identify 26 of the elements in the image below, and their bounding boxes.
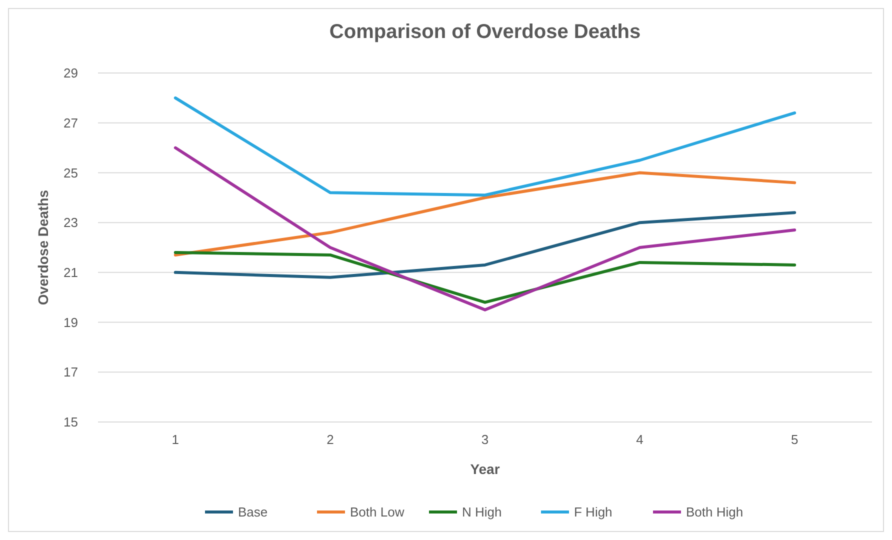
x-tick-label: 2 xyxy=(326,432,334,447)
line-series xyxy=(174,250,796,304)
y-tick-label: 21 xyxy=(64,264,78,280)
legend-label: Both Low xyxy=(350,504,405,520)
x-axis-title: Year xyxy=(470,461,500,477)
line-series xyxy=(174,146,796,312)
x-tick-label: 5 xyxy=(790,432,798,447)
x-tick-label: 4 xyxy=(636,432,644,447)
y-tick-label: 15 xyxy=(64,414,78,430)
y-tick-label: 19 xyxy=(64,314,78,330)
chart-title: Comparison of Overdose Deaths xyxy=(329,21,641,43)
line-series xyxy=(174,171,796,256)
x-tick-label: 3 xyxy=(481,432,489,447)
line-series xyxy=(174,211,796,279)
legend-label: F High xyxy=(574,504,612,520)
legend-label: Both High xyxy=(686,504,744,520)
y-tick-label: 25 xyxy=(64,165,78,180)
y-axis-title: Overdose Deaths xyxy=(35,190,51,306)
legend-label: N High xyxy=(462,504,502,520)
line-series xyxy=(174,96,796,197)
y-tick-label: 29 xyxy=(64,66,78,81)
y-tick-label: 23 xyxy=(64,215,78,230)
legend-label: Base xyxy=(238,504,268,520)
x-tick-label: 1 xyxy=(172,432,180,447)
y-tick-label: 17 xyxy=(64,364,78,380)
y-tick-label: 27 xyxy=(64,115,78,130)
